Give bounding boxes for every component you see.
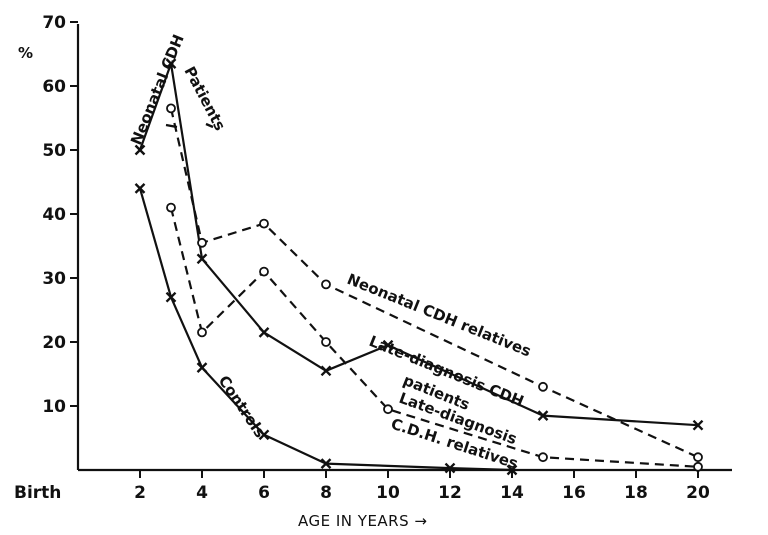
marker-late-diagnosis-cdh-patients-3 [321, 337, 331, 347]
x-tick-label-4: 4 [196, 483, 208, 503]
y-tick-label-10: 10 [42, 397, 66, 417]
y-axis-label: % [18, 44, 33, 62]
marker-neonatal-cdh-patients-2 [196, 253, 208, 265]
x-tick-label-10: 10 [376, 483, 400, 503]
marker-neonatal-cdh-relatives-2 [259, 218, 269, 229]
y-tick-label-30: 30 [42, 269, 66, 289]
series-line-neonatal-cdh-relatives [169, 108, 699, 459]
y-tick-label-50: 50 [42, 141, 66, 161]
marker-neonatal-cdh-relatives-1 [197, 237, 207, 248]
marker-late-diagnosis-cdh-patients-2 [259, 266, 269, 277]
x-axis-label: AGE IN YEARS → [298, 512, 427, 530]
x-tick-label-6: 6 [258, 483, 270, 503]
series-line-neonatal-cdh-patients [138, 62, 699, 427]
x-tick-label-birth: Birth [14, 483, 61, 503]
x-tick-label-16: 16 [562, 483, 586, 503]
y-tick-label-40: 40 [42, 205, 66, 225]
marker-controls-1 [165, 291, 177, 303]
marker-neonatal-cdh-patients-3 [258, 327, 270, 338]
marker-late-diagnosis-cdh-patients-5 [538, 452, 548, 463]
marker-neonatal-cdh-patients-4 [320, 365, 332, 377]
y-tick-label-20: 20 [42, 333, 66, 353]
label-neonatal-cdh: Neonatal CDH [127, 32, 188, 148]
marker-controls-2 [196, 362, 208, 373]
marker-controls-3 [258, 429, 270, 441]
marker-late-diagnosis-cdh-patients-6 [693, 461, 703, 472]
marker-neonatal-cdh-relatives-5 [693, 452, 703, 463]
y-tick-label-60: 60 [42, 77, 66, 97]
marker-neonatal-cdh-patients-5 [382, 339, 394, 351]
marker-neonatal-cdh-patients-1 [165, 58, 177, 69]
marker-neonatal-cdh-relatives-3 [321, 279, 331, 290]
marker-controls-4 [320, 458, 332, 469]
marker-neonatal-cdh-patients-0 [134, 144, 146, 156]
marker-late-diagnosis-cdh-patients-4 [383, 404, 393, 415]
x-tick-label-20: 20 [686, 483, 710, 503]
patients-bracket-right [205, 122, 214, 129]
label-patients: Patients [180, 63, 229, 133]
marker-neonatal-cdh-relatives-4 [538, 381, 548, 392]
marker-controls-6 [506, 464, 518, 476]
marker-controls-0 [134, 183, 146, 194]
marker-neonatal-cdh-relatives-0 [166, 103, 176, 114]
marker-late-diagnosis-cdh-patients-0 [166, 202, 176, 213]
x-tick-label-12: 12 [438, 483, 462, 503]
x-tick-label-18: 18 [624, 483, 648, 503]
marker-controls-5 [444, 462, 456, 474]
x-tick-label-14: 14 [500, 483, 524, 503]
x-tick-label-2: 2 [134, 483, 146, 503]
marker-neonatal-cdh-patients-6 [537, 410, 549, 421]
x-tick-label-8: 8 [320, 483, 332, 503]
marker-late-diagnosis-cdh-patients-1 [197, 327, 207, 338]
y-tick-label-70: 70 [42, 13, 66, 33]
marker-neonatal-cdh-patients-7 [692, 419, 704, 431]
